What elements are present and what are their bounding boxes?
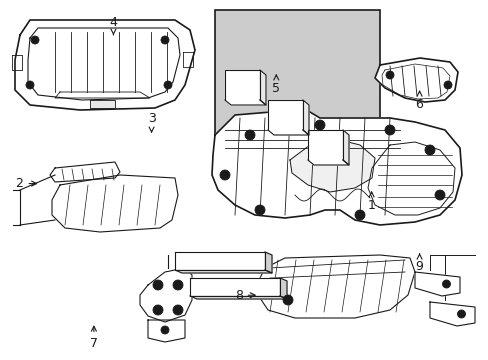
Polygon shape — [264, 252, 271, 273]
Polygon shape — [289, 140, 374, 192]
Polygon shape — [183, 52, 193, 67]
Polygon shape — [224, 70, 260, 100]
Circle shape — [443, 81, 451, 89]
Polygon shape — [267, 130, 308, 135]
Polygon shape — [50, 162, 120, 182]
Polygon shape — [12, 55, 22, 70]
Polygon shape — [224, 100, 265, 105]
Polygon shape — [175, 270, 271, 273]
Text: 1: 1 — [367, 192, 375, 212]
Text: 9: 9 — [415, 254, 423, 273]
Circle shape — [153, 280, 163, 290]
Polygon shape — [140, 268, 192, 322]
Circle shape — [283, 295, 292, 305]
Polygon shape — [367, 142, 454, 215]
Text: 2: 2 — [16, 177, 37, 190]
Polygon shape — [414, 272, 459, 296]
Text: 3: 3 — [147, 112, 155, 132]
Circle shape — [26, 81, 34, 89]
Text: 8: 8 — [234, 289, 255, 302]
Polygon shape — [342, 130, 348, 165]
Polygon shape — [374, 58, 457, 102]
Circle shape — [354, 210, 364, 220]
Polygon shape — [267, 100, 303, 130]
Polygon shape — [212, 110, 461, 225]
Text: 4: 4 — [109, 16, 117, 35]
Circle shape — [31, 36, 39, 44]
Circle shape — [434, 190, 444, 200]
Polygon shape — [175, 252, 264, 270]
Polygon shape — [258, 255, 414, 318]
Circle shape — [163, 81, 172, 89]
Polygon shape — [15, 20, 195, 110]
Circle shape — [385, 71, 393, 79]
Circle shape — [442, 280, 449, 288]
Circle shape — [424, 145, 434, 155]
Polygon shape — [280, 278, 286, 299]
Circle shape — [254, 205, 264, 215]
Polygon shape — [303, 100, 308, 135]
Polygon shape — [260, 70, 265, 105]
Polygon shape — [52, 175, 178, 232]
Bar — [215, 10, 379, 170]
Circle shape — [457, 310, 465, 318]
Polygon shape — [28, 28, 180, 100]
Polygon shape — [307, 130, 342, 160]
Circle shape — [161, 326, 169, 334]
Polygon shape — [148, 320, 184, 342]
Circle shape — [384, 125, 394, 135]
Circle shape — [314, 120, 325, 130]
Circle shape — [244, 130, 254, 140]
Polygon shape — [307, 160, 348, 165]
Circle shape — [161, 36, 169, 44]
Text: 6: 6 — [415, 91, 423, 111]
Polygon shape — [90, 100, 115, 108]
Circle shape — [153, 305, 163, 315]
Polygon shape — [429, 302, 474, 326]
Polygon shape — [190, 278, 280, 296]
Circle shape — [220, 170, 229, 180]
Polygon shape — [190, 296, 286, 299]
Text: 5: 5 — [272, 75, 280, 95]
Text: 7: 7 — [90, 326, 98, 350]
Circle shape — [173, 280, 183, 290]
Circle shape — [173, 305, 183, 315]
